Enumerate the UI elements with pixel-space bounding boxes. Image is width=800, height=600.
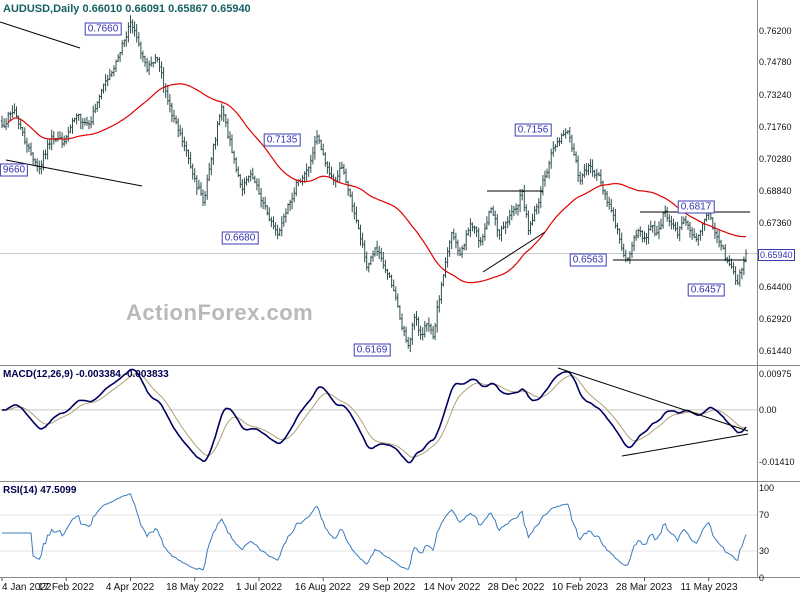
price-label: 0.7135 — [263, 133, 301, 147]
price-label: 0.6563 — [569, 253, 607, 267]
rsi-axis-tick: 0 — [759, 573, 765, 583]
price-label: 0.7156 — [514, 123, 552, 137]
price-axis-tick: 0.68840 — [759, 186, 792, 196]
price-axis-tick: 0.73240 — [759, 90, 792, 100]
date-tick: 4 Apr 2022 — [105, 582, 155, 593]
rsi-axis-tick: 30 — [759, 546, 770, 556]
rsi-axis-tick: 100 — [759, 483, 775, 493]
price-axis-tick: 0.62920 — [759, 314, 792, 324]
symbol-title: AUDUSD,Daily 0.66010 0.66091 0.65867 0.6… — [3, 3, 251, 15]
date-tick: 28 Dec 2022 — [487, 582, 545, 593]
price-label: 0.6817 — [677, 200, 715, 214]
date-tick: 1 Jul 2022 — [235, 582, 283, 593]
rsi-title: RSI(14) 47.5099 — [3, 485, 77, 496]
price-label: 0.6169 — [353, 343, 391, 357]
date-tick: 16 Aug 2022 — [294, 582, 352, 593]
price-label: 0.6457 — [687, 283, 725, 297]
date-tick: 10 Feb 2023 — [551, 582, 609, 593]
price-label: 0.7660 — [84, 22, 122, 36]
macd-axis-tick: 0.00975 — [759, 369, 792, 379]
price-axis-tick: 0.61440 — [759, 346, 792, 356]
rsi-axis-tick: 70 — [759, 510, 770, 520]
price-axis-tick: 0.71760 — [759, 122, 792, 132]
date-tick: 18 May 2022 — [166, 582, 224, 593]
date-tick: 4 Jan 2022 — [2, 582, 52, 593]
price-axis-tick: 0.64400 — [759, 282, 792, 292]
date-tick: 11 May 2023 — [680, 582, 738, 593]
actionforex-watermark: ActionForex.com — [126, 300, 314, 325]
price-axis-tick: 0.74780 — [759, 57, 792, 67]
price-label: 9660 — [0, 163, 29, 177]
date-tick: 17 Feb 2022 — [37, 582, 95, 593]
price-label: 0.6680 — [221, 231, 259, 245]
date-tick: 28 Mar 2023 — [615, 582, 673, 593]
macd-axis-tick: 0.00 — [759, 405, 777, 415]
price-axis-tick: 0.67360 — [759, 218, 792, 228]
price-axis-tick: 0.76200 — [759, 26, 792, 36]
macd-axis-tick: -0.01410 — [759, 457, 795, 467]
current-price-tag: 0.65940 — [758, 249, 795, 261]
date-tick: 14 Nov 2022 — [423, 582, 481, 593]
macd-title: MACD(12,26,9) -0.003384 -0.003833 — [3, 369, 169, 380]
date-tick: 29 Sep 2022 — [358, 582, 416, 593]
price-axis-tick: 0.70280 — [759, 154, 792, 164]
